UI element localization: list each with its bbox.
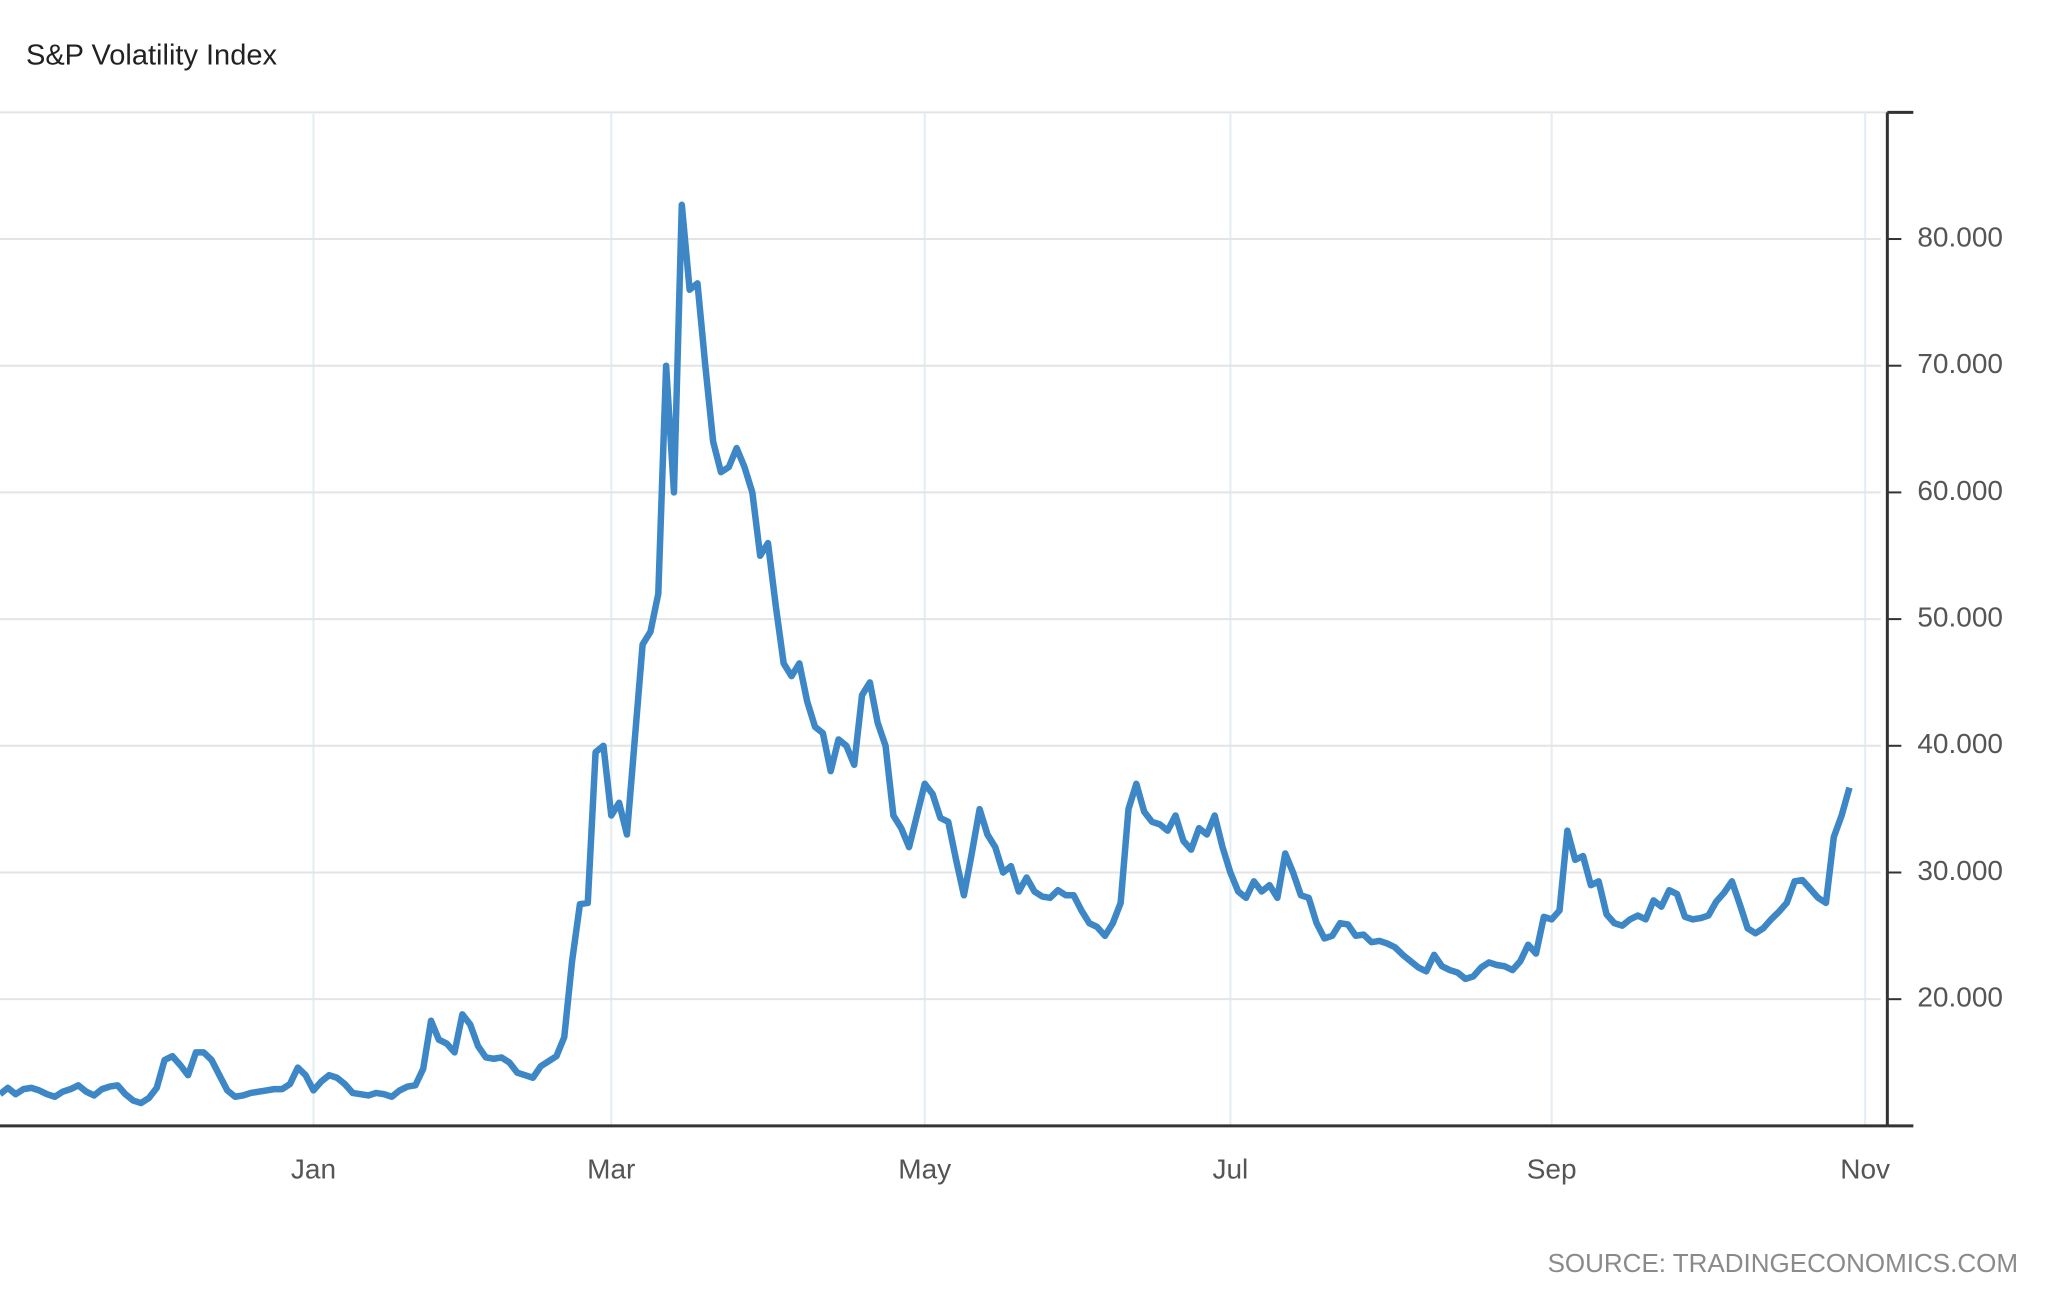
y-tick-label: 60.000 [1917, 475, 2003, 506]
x-tick-label: May [898, 1153, 951, 1184]
y-tick-label: 30.000 [1917, 855, 2003, 886]
x-tick-label: Mar [587, 1153, 635, 1184]
x-tick-label: Jul [1212, 1153, 1248, 1184]
x-tick-label: Jan [291, 1153, 336, 1184]
y-tick-label: 70.000 [1917, 348, 2003, 379]
y-tick-label: 80.000 [1917, 221, 2003, 252]
data-line [0, 201, 1853, 1107]
y-tick-label: 50.000 [1917, 601, 2003, 632]
y-tick-label: 40.000 [1917, 728, 2003, 759]
x-tick-label: Sep [1527, 1153, 1577, 1184]
source: SOURCE: TRADINGECONOMICS.COM [1548, 1248, 2018, 1278]
y-tick-label: 20.000 [1917, 982, 2003, 1013]
x-tick-label: Nov [1840, 1153, 1890, 1184]
chart-title: S&P Volatility Index [26, 40, 277, 72]
